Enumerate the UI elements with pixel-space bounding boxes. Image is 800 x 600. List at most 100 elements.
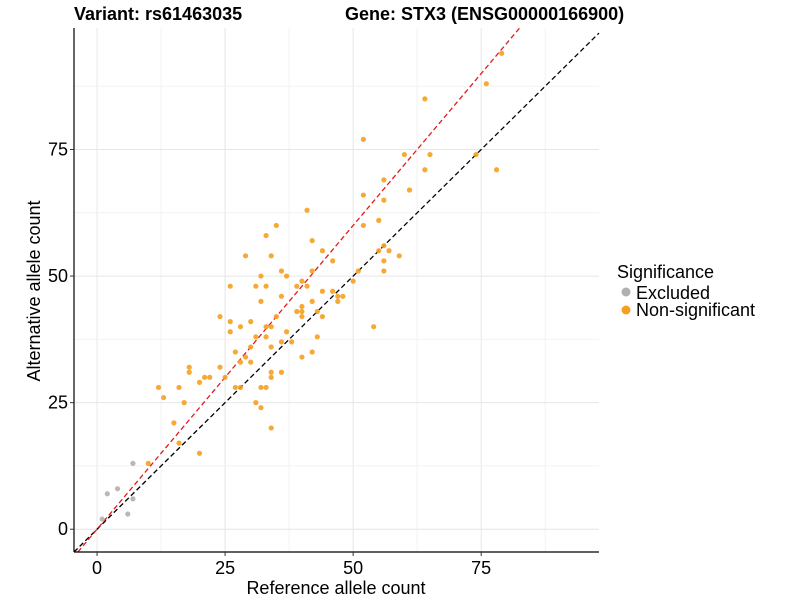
reference-line-fit [77,27,521,553]
point-non-significant [278,293,285,299]
point-non-significant [258,298,264,304]
point-non-significant [499,50,505,56]
point-non-significant [202,374,208,380]
point-non-significant [155,384,162,391]
point-non-significant [422,167,428,173]
axes [73,28,599,553]
point-non-significant [227,329,233,335]
point-non-significant [253,283,259,289]
point-non-significant [207,374,213,380]
point-non-significant [145,460,151,467]
point-non-significant [227,283,233,289]
point-non-significant [319,248,326,254]
point-non-significant [396,253,402,259]
point-non-significant [304,207,310,213]
point-non-significant [309,238,315,244]
point-non-significant [299,313,305,320]
point-non-significant [263,324,269,330]
point-non-significant [253,400,259,406]
point-non-significant [360,222,366,229]
point-non-significant [263,232,269,239]
point-non-significant [283,329,290,335]
point-non-significant [278,339,285,345]
point-excluded [104,491,110,497]
point-non-significant [304,283,310,289]
point-excluded [114,486,121,492]
legend-swatch-non-significant [621,305,631,315]
x-tick-label: 75 [471,558,491,578]
point-non-significant [258,384,264,391]
point-excluded [130,496,136,502]
point-non-significant [248,359,254,365]
point-non-significant [248,319,254,325]
point-non-significant [376,217,382,223]
point-non-significant [314,334,320,340]
point-non-significant [268,324,274,330]
point-non-significant [401,151,407,158]
legend-title: Significance [617,262,714,282]
point-non-significant [493,167,500,173]
point-non-significant [186,369,192,375]
gene-title: Gene: STX3 (ENSG00000166900) [345,4,624,24]
point-non-significant [299,278,305,284]
point-excluded [125,511,131,517]
point-non-significant [330,258,336,264]
grid [74,28,599,552]
point-non-significant [350,278,356,284]
point-non-significant [268,425,274,431]
point-non-significant [299,303,305,310]
point-non-significant [176,440,182,446]
point-non-significant [278,268,285,274]
point-non-significant [289,339,295,345]
point-non-significant [237,359,244,365]
point-non-significant [371,324,377,330]
point-excluded [130,460,136,467]
point-non-significant [253,334,259,340]
point-non-significant [294,283,300,289]
point-non-significant [268,253,274,259]
point-non-significant [309,349,315,355]
y-tick-label: 0 [58,519,68,539]
x-tick-label: 50 [343,558,363,578]
point-non-significant [381,268,387,274]
point-non-significant [427,151,433,158]
x-axis-title: Reference allele count [246,578,425,598]
point-non-significant [263,283,269,289]
point-non-significant [196,379,203,385]
legend-label-excluded: Excluded [636,283,710,303]
point-non-significant [227,319,233,325]
point-non-significant [171,420,177,426]
point-non-significant [222,374,228,380]
point-non-significant [294,308,300,315]
point-non-significant [381,177,387,183]
point-non-significant [217,364,223,370]
point-non-significant [258,273,264,279]
point-non-significant [186,364,192,370]
legend-label-non-significant: Non-significant [636,300,755,320]
point-non-significant [309,298,315,304]
point-non-significant [176,384,182,391]
point-non-significant [273,313,279,320]
y-tick-label: 50 [48,266,68,286]
point-non-significant [335,298,341,304]
point-non-significant [237,324,244,330]
point-non-significant [406,187,413,193]
y-tick-label: 75 [48,140,68,160]
legend: Significance Excluded Non-significant [617,262,755,320]
legend-swatch-excluded [621,287,631,297]
point-non-significant [273,222,279,229]
point-non-significant [330,288,336,294]
point-non-significant [319,313,326,320]
x-tick-label: 0 [92,558,102,578]
point-non-significant [237,384,244,391]
point-non-significant [340,293,346,299]
point-non-significant [278,369,285,375]
point-non-significant [483,81,489,87]
point-non-significant [242,354,249,360]
point-non-significant [258,405,264,411]
y-tick-label: 25 [48,393,68,413]
point-non-significant [335,293,341,299]
point-non-significant [268,374,274,380]
reference-line-identity [73,32,600,553]
